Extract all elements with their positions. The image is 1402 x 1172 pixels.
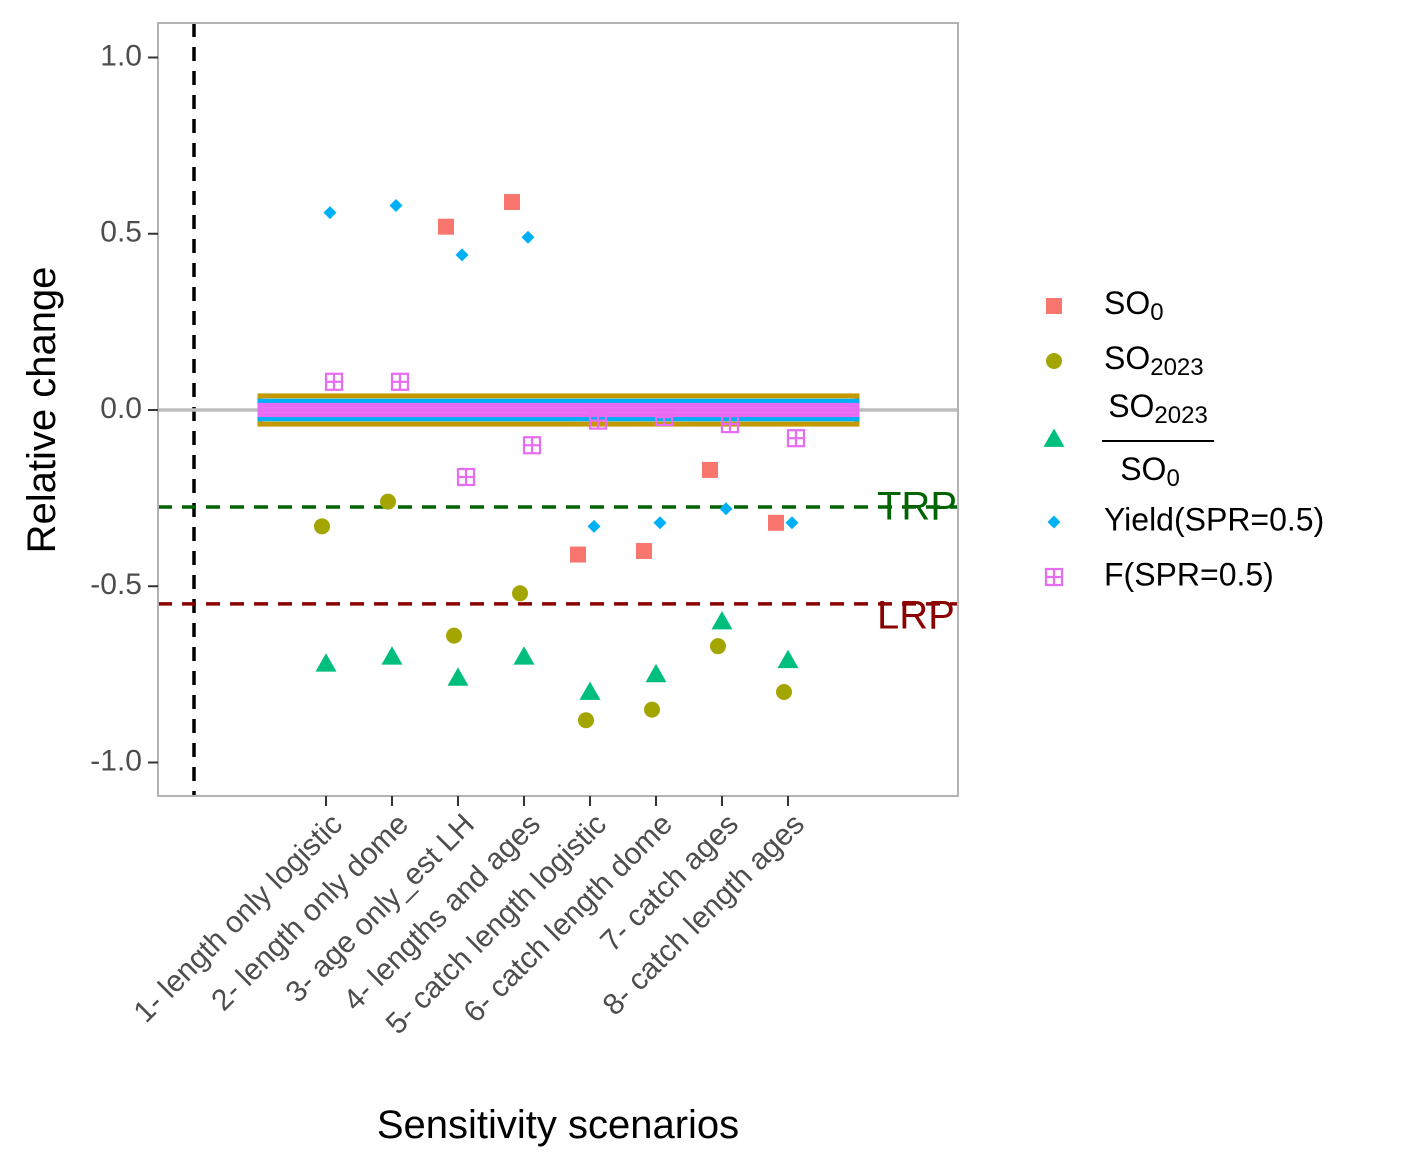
data-point-boxplus xyxy=(456,467,476,487)
data-point-boxplus xyxy=(654,407,674,427)
data-point-triangle xyxy=(645,663,667,683)
y-tick-label: 0.0 xyxy=(100,392,142,425)
data-point-circle xyxy=(314,518,330,535)
data-point-boxplus xyxy=(324,372,344,391)
legend-label-so0: SO0 xyxy=(1104,285,1164,326)
data-point-diamond xyxy=(323,206,337,220)
x-axis-title: Sensitivity scenarios xyxy=(377,1103,739,1147)
plot-panel-layer: TRP LRP xyxy=(158,23,958,796)
legend-key-boxplus xyxy=(1044,567,1064,587)
legend-label-f: F(SPR=0.5) xyxy=(1104,556,1274,592)
data-point-square xyxy=(570,546,586,563)
data-point-triangle xyxy=(447,667,469,686)
legend-key-square xyxy=(1046,298,1062,314)
legend-label-ratio-denominator: SO0 xyxy=(1120,451,1180,492)
data-point-circle xyxy=(446,627,462,644)
data-point-circle xyxy=(380,493,396,510)
y-axis-title: Relative change xyxy=(20,267,64,554)
data-point-diamond xyxy=(653,516,667,530)
legend-label-yield: Yield(SPR=0.5) xyxy=(1104,501,1324,537)
data-point-circle xyxy=(776,684,792,700)
y-tick-label: 1.0 xyxy=(100,39,142,72)
legend-key-triangle xyxy=(1043,428,1065,447)
data-point-boxplus xyxy=(786,429,806,448)
data-point-diamond xyxy=(521,230,535,244)
data-marks xyxy=(314,194,806,729)
data-point-circle xyxy=(512,585,528,602)
legend-label-ratio-numerator: SO2023 xyxy=(1108,388,1208,429)
data-point-boxplus xyxy=(390,372,410,391)
data-point-square xyxy=(504,194,520,211)
legend: SO0 SO2023 SO2023 SO0 Yield(SPR=0.5) F(SPR=0.… xyxy=(1043,285,1324,592)
legend-key-diamond xyxy=(1047,515,1061,529)
data-point-boxplus xyxy=(720,415,740,434)
data-point-triangle xyxy=(777,649,799,669)
data-point-diamond xyxy=(719,502,733,516)
legend-label-so2023: SO2023 xyxy=(1104,340,1204,381)
reference-line-label-lrp: LRP xyxy=(877,593,955,637)
data-point-triangle xyxy=(315,653,337,672)
data-point-diamond xyxy=(455,248,469,262)
data-point-boxplus xyxy=(588,411,608,430)
data-point-square xyxy=(702,461,718,478)
reference-line-label-trp: TRP xyxy=(877,485,957,529)
data-point-square xyxy=(636,543,652,559)
data-point-diamond xyxy=(785,516,799,530)
y-tick-label: -1.0 xyxy=(90,744,142,777)
data-point-circle xyxy=(578,712,594,729)
data-point-square xyxy=(768,514,784,531)
y-tick-label: -0.5 xyxy=(90,568,142,601)
data-point-circle xyxy=(710,638,726,655)
data-point-diamond xyxy=(389,199,403,213)
data-point-square xyxy=(438,218,454,235)
data-point-triangle xyxy=(381,646,403,665)
legend-key-circle xyxy=(1046,353,1062,369)
data-point-diamond xyxy=(587,519,601,533)
data-point-triangle xyxy=(513,646,535,665)
data-point-triangle xyxy=(579,681,601,700)
y-tick-label: 0.5 xyxy=(100,216,142,249)
data-point-circle xyxy=(644,701,660,718)
data-point-triangle xyxy=(711,611,733,630)
data-point-boxplus xyxy=(522,436,542,455)
